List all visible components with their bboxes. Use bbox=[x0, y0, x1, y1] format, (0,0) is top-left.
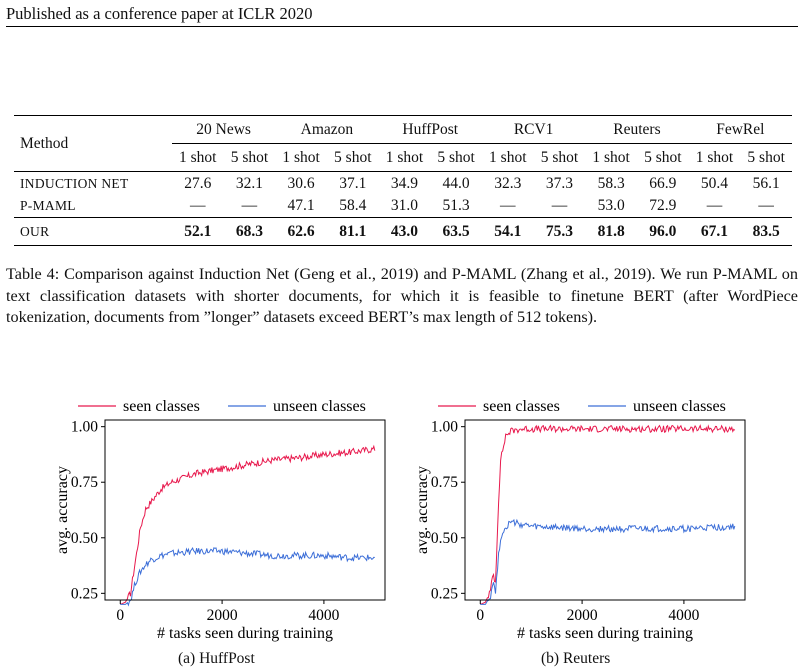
y-tick-label: 1.00 bbox=[71, 419, 98, 436]
dataset-header: Amazon bbox=[275, 115, 379, 144]
value-cell: 75.3 bbox=[533, 217, 586, 246]
y-tick-label: 1.00 bbox=[431, 419, 458, 436]
method-cell: INDUCTION NET bbox=[14, 171, 172, 196]
y-tick-label: 0.50 bbox=[71, 530, 98, 547]
shot-header: 5 shot bbox=[334, 148, 372, 166]
shot-header: 5 shot bbox=[644, 148, 682, 166]
value-cell: 31.0 bbox=[390, 197, 418, 215]
value-cell: 27.6 bbox=[171, 171, 224, 196]
value-cell: — bbox=[500, 197, 516, 215]
chart-huffpost: seen classes unseen classes 0.25 0.50 0.75 1.… bbox=[54, 398, 386, 642]
value-cell: 32.1 bbox=[223, 171, 276, 196]
method-header: Method bbox=[20, 134, 69, 152]
y-tick-label: 0.75 bbox=[431, 474, 458, 491]
value-cell: 58.3 bbox=[585, 171, 637, 196]
legend-label: seen classes bbox=[123, 398, 200, 415]
plot-frame bbox=[104, 419, 386, 601]
value-cell: 58.4 bbox=[339, 197, 367, 215]
value-cell: 67.1 bbox=[688, 217, 741, 246]
value-cell: — bbox=[758, 197, 774, 215]
value-cell: 51.3 bbox=[442, 197, 470, 215]
shot-header: 5 shot bbox=[437, 148, 475, 166]
x-tick-label: 2000 bbox=[207, 607, 238, 624]
shot-header: 5 shot bbox=[230, 148, 269, 166]
shot-header: 5 shot bbox=[540, 148, 579, 166]
subcaption-b: (b) Reuters bbox=[541, 650, 611, 667]
value-cell: 54.1 bbox=[481, 217, 534, 246]
value-cell: 52.1 bbox=[171, 217, 224, 246]
shot-header: 1 shot bbox=[592, 148, 630, 166]
series-line bbox=[120, 444, 376, 605]
series-line bbox=[480, 424, 736, 605]
running-header: Published as a conference paper at ICLR … bbox=[6, 4, 313, 23]
y-axis-label: avg. accuracy bbox=[414, 466, 431, 554]
shot-header: 1 shot bbox=[179, 148, 217, 166]
x-axis-label: # tasks seen during training bbox=[517, 625, 693, 642]
y-axis-label: avg. accuracy bbox=[54, 466, 71, 554]
value-cell: — bbox=[706, 197, 723, 215]
header-rule bbox=[6, 26, 798, 27]
value-cell: 50.4 bbox=[688, 171, 741, 196]
method-cell: OUR bbox=[14, 217, 172, 246]
value-cell: 83.5 bbox=[740, 217, 792, 246]
shot-header: 1 shot bbox=[695, 148, 734, 166]
value-cell: 37.1 bbox=[326, 171, 379, 196]
x-axis-label: # tasks seen during training bbox=[157, 625, 333, 642]
shot-header: 1 shot bbox=[385, 148, 424, 166]
value-cell: 72.9 bbox=[649, 197, 677, 215]
value-cell: — bbox=[551, 197, 568, 215]
value-cell: 34.9 bbox=[378, 171, 431, 196]
y-tick-label: 0.25 bbox=[431, 585, 458, 602]
x-tick-label: 0 bbox=[476, 607, 484, 624]
value-cell: — bbox=[241, 197, 258, 215]
value-cell: 47.1 bbox=[287, 197, 315, 215]
legend-label: unseen classes bbox=[633, 398, 726, 415]
value-cell: 62.6 bbox=[275, 217, 327, 246]
shot-header: 1 shot bbox=[489, 148, 527, 166]
value-cell: 96.0 bbox=[636, 217, 689, 246]
value-cell: 53.0 bbox=[597, 197, 625, 215]
value-cell: 44.0 bbox=[430, 171, 482, 196]
value-cell: 43.0 bbox=[378, 217, 431, 246]
dataset-header: FewRel bbox=[688, 115, 792, 144]
value-cell: 56.1 bbox=[740, 171, 792, 196]
value-cell: — bbox=[190, 197, 206, 215]
method-cell: P-MAML bbox=[20, 198, 76, 214]
value-cell: 81.1 bbox=[326, 217, 379, 246]
table-caption: Table 4: Comparison against Induction Ne… bbox=[6, 265, 798, 326]
dataset-header: HuffPost bbox=[378, 115, 482, 144]
value-cell: 68.3 bbox=[223, 217, 276, 246]
dataset-header: RCV1 bbox=[481, 115, 586, 144]
series-line bbox=[480, 518, 736, 605]
value-cell: 81.8 bbox=[585, 217, 637, 246]
dataset-header: Reuters bbox=[585, 115, 689, 144]
subcaption-a: (a) HuffPost bbox=[178, 650, 255, 667]
y-tick-label: 0.75 bbox=[71, 474, 98, 491]
plot-frame bbox=[464, 419, 746, 601]
legend-label: unseen classes bbox=[273, 398, 366, 415]
chart-reuters: seen classes unseen classes 0.25 0.50 0.75 1.… bbox=[414, 398, 746, 642]
shot-header: 1 shot bbox=[282, 148, 320, 166]
value-cell: 37.3 bbox=[533, 171, 586, 196]
y-tick-label: 0.50 bbox=[431, 530, 458, 547]
x-tick-label: 4000 bbox=[308, 607, 339, 624]
results-table: Method 20 News Amazon HuffPost RCV1 Reut… bbox=[14, 115, 792, 246]
series-line bbox=[120, 547, 375, 607]
legend-label: seen classes bbox=[483, 398, 560, 415]
value-cell: 63.5 bbox=[430, 217, 482, 246]
value-cell: 66.9 bbox=[636, 171, 689, 196]
shot-header: 5 shot bbox=[747, 148, 785, 166]
value-cell: 30.6 bbox=[275, 171, 327, 196]
dataset-header: 20 News bbox=[171, 115, 276, 144]
y-tick-label: 0.25 bbox=[71, 585, 98, 602]
value-cell: 32.3 bbox=[481, 171, 534, 196]
x-tick-label: 4000 bbox=[668, 607, 699, 624]
x-tick-label: 2000 bbox=[567, 607, 598, 624]
x-tick-label: 0 bbox=[116, 607, 124, 624]
